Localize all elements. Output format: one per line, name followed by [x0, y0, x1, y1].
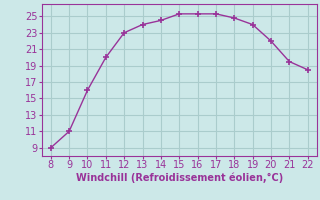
X-axis label: Windchill (Refroidissement éolien,°C): Windchill (Refroidissement éolien,°C)	[76, 173, 283, 183]
